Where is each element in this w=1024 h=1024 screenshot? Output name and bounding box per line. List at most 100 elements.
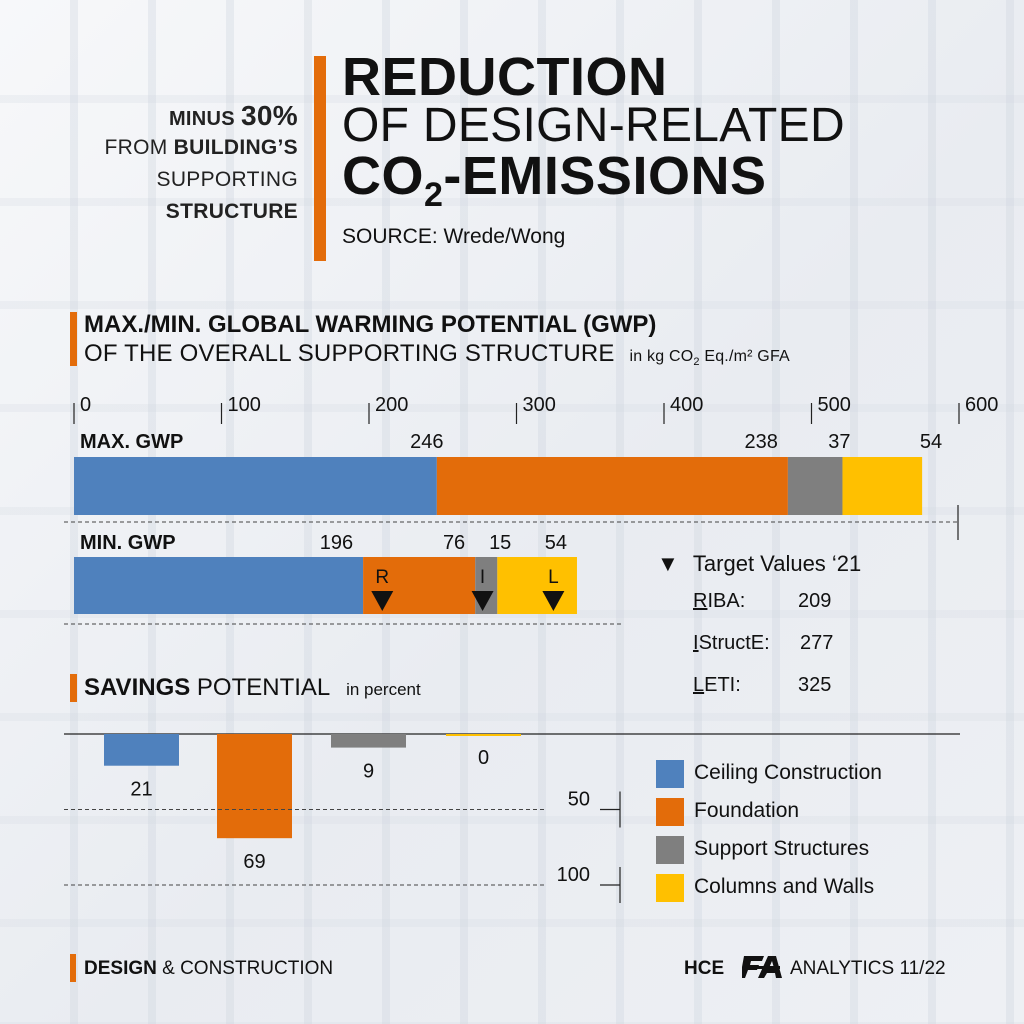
- gwp-heading: MAX./MIN. GLOBAL WARMING POTENTIAL (GWP): [84, 311, 657, 338]
- target-value-rest: ETI:: [704, 674, 741, 696]
- target-value-number: 209: [798, 590, 832, 612]
- min-value-label: 76: [443, 532, 465, 554]
- target-value-name: RIBA:: [693, 590, 745, 612]
- footer-left: DESIGN & CONSTRUCTION: [84, 958, 333, 980]
- target-value-row: IStructE: 277: [693, 632, 833, 655]
- savings-heading-regular: POTENTIAL: [190, 674, 330, 701]
- side-statement-line2: FROM BUILDING’S: [104, 136, 298, 160]
- row-label-max: MAX. GWP: [80, 431, 184, 453]
- min-value-label: 15: [489, 532, 511, 554]
- target-value-initial: L: [693, 674, 705, 696]
- target-value-rest: IBA:: [707, 590, 746, 612]
- savings-bar-foundation: [217, 734, 292, 839]
- gwp-accent-bar: [70, 312, 77, 366]
- max-value-label: 246: [410, 431, 443, 453]
- legend-label: Foundation: [694, 799, 800, 822]
- gwp-subheading: OF THE OVERALL SUPPORTING STRUCTURE in k…: [84, 340, 790, 368]
- max-bar-ceiling-construction: [74, 457, 437, 515]
- savings-value-label: 69: [243, 851, 265, 873]
- title-accent-bar: [314, 56, 326, 261]
- title-line1: REDUCTION: [342, 47, 668, 107]
- max-value-label: 37: [828, 431, 850, 453]
- legend-swatch: [656, 836, 684, 864]
- savings-bar-support-structures: [331, 734, 406, 748]
- footer-left-regular: & CONSTRUCTION: [156, 958, 334, 979]
- legend-label: Support Structures: [694, 837, 870, 860]
- target-value-row: LETI: 325: [693, 674, 831, 697]
- savings-bar-columns-and-walls: [446, 734, 521, 736]
- legend-label: Ceiling Construction: [694, 761, 882, 784]
- axis-tick-label: 300: [523, 394, 556, 416]
- target-value-number: 277: [800, 632, 834, 654]
- legend-label: Columns and Walls: [694, 875, 875, 898]
- axis-tick-label: 200: [375, 394, 408, 416]
- max-bar-foundation: [436, 457, 788, 515]
- footer-brand: HCE: [684, 958, 725, 979]
- savings-value-label: 21: [130, 779, 152, 801]
- min-value-label: 196: [320, 532, 353, 554]
- max-value-label: 238: [745, 431, 778, 453]
- footer-accent-bar: [70, 954, 76, 982]
- gwp-unit: in kg CO2 Eq./m² GFA: [629, 348, 790, 369]
- target-marker-letter: I: [480, 567, 485, 588]
- max-value-label: 54: [920, 431, 942, 453]
- side-from: FROM: [104, 136, 168, 159]
- gwp-subheading-text: OF THE OVERALL SUPPORTING STRUCTURE: [84, 340, 615, 367]
- gwp-unit-prefix: in kg CO: [629, 348, 694, 365]
- savings-bar-ceiling-construction: [104, 734, 179, 766]
- target-value-name: IStructE:: [693, 632, 770, 654]
- side-minus: MINUS: [168, 108, 235, 130]
- savings-value-label: 0: [478, 747, 489, 769]
- title-co: CO: [342, 146, 424, 206]
- axis-tick-label: 0: [80, 394, 91, 416]
- gwp-unit-sub: 2: [693, 356, 700, 369]
- axis-tick-label: 100: [228, 394, 261, 416]
- title-rest: -EMISSIONS: [443, 146, 767, 206]
- savings-tick-label: 50: [568, 789, 590, 811]
- legend-swatch: [656, 798, 684, 826]
- savings-accent-bar: [70, 674, 77, 702]
- axis-tick-label: 400: [670, 394, 703, 416]
- target-value-name: LETI:: [693, 674, 741, 696]
- title-line2: OF DESIGN-RELATED: [342, 99, 845, 152]
- side-percent: 30%: [241, 100, 298, 131]
- target-title-text: Target Values ‘21: [692, 551, 862, 576]
- footer-right: ANALYTICS 11/22: [790, 958, 946, 979]
- footer-left-bold: DESIGN: [84, 958, 157, 979]
- target-values-title: ▼ Target Values ‘21: [657, 551, 861, 577]
- target-marker-letter: L: [548, 567, 559, 588]
- axis-tick-label: 500: [818, 394, 851, 416]
- side-supporting: SUPPORTING: [156, 168, 298, 191]
- min-bar-columns-and-walls: [497, 557, 577, 614]
- side-structure: STRUCTURE: [165, 200, 298, 223]
- savings-heading: SAVINGS POTENTIAL in percent: [84, 674, 421, 702]
- max-bar-columns-and-walls: [842, 457, 923, 515]
- axis-tick-label: 600: [965, 394, 998, 416]
- min-value-label: 54: [545, 532, 567, 554]
- target-marker-letter: R: [375, 567, 389, 588]
- savings-value-label: 9: [363, 761, 374, 783]
- legend-swatch: [656, 760, 684, 788]
- title-sub: 2: [424, 175, 444, 214]
- target-value-row: RIBA: 209: [693, 590, 831, 613]
- fa-logo-icon: [742, 956, 782, 978]
- gwp-unit-suffix: Eq./m² GFA: [699, 348, 790, 365]
- min-bar-support-structures: [475, 557, 498, 614]
- savings-heading-bold: SAVINGS: [84, 674, 191, 701]
- target-value-number: 325: [798, 674, 832, 696]
- side-building: BUILDING’S: [173, 136, 298, 159]
- max-bar-support-structures: [787, 457, 843, 515]
- min-bar-ceiling-construction: [74, 557, 364, 614]
- target-value-initial: I: [693, 632, 699, 654]
- row-label-min: MIN. GWP: [80, 532, 176, 554]
- side-statement-line1: MINUS 30%: [169, 100, 298, 132]
- savings-tick-label: 100: [557, 864, 590, 886]
- legend-swatch: [656, 874, 684, 902]
- down-triangle-icon: ▼: [657, 551, 679, 576]
- title-line3: CO2-EMISSIONS: [342, 145, 766, 215]
- savings-unit: in percent: [346, 680, 421, 699]
- target-marker-triangle-icon: [371, 591, 394, 611]
- target-marker-triangle-icon: [471, 591, 494, 611]
